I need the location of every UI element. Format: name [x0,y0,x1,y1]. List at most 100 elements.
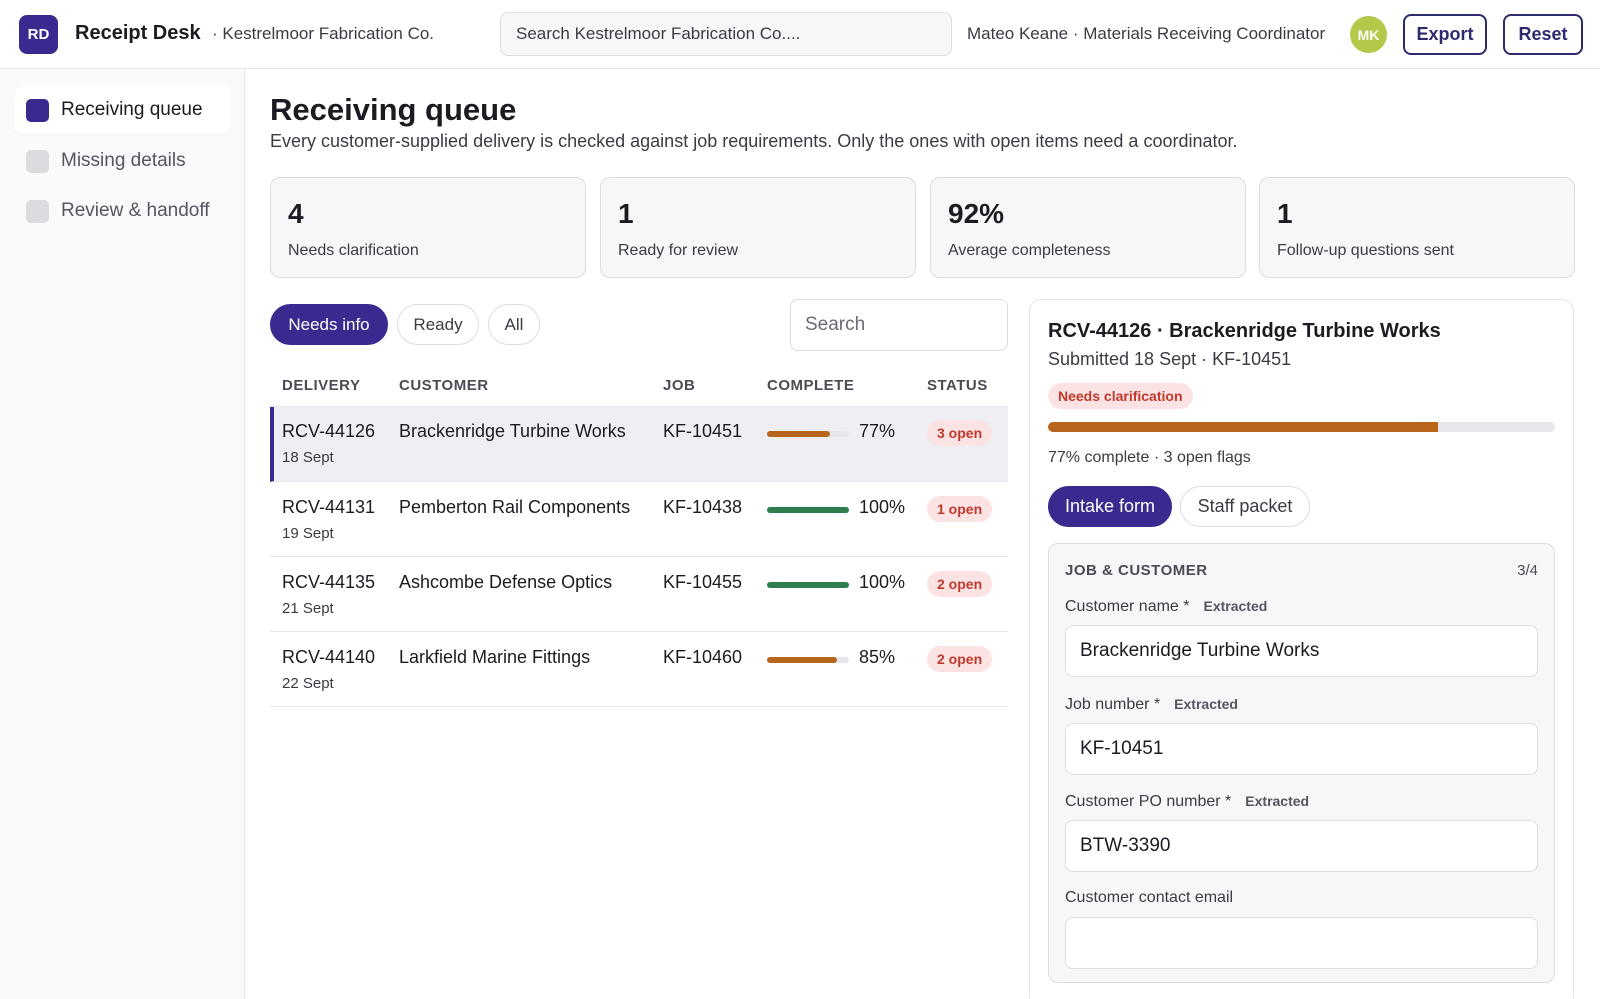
job-number: KF-10455 [663,572,743,592]
stat-label: Ready for review [618,242,739,259]
completeness-bar [767,582,849,588]
completeness-bar [767,657,849,663]
column-header-complete: COMPLETE [767,377,855,394]
completeness-bar-fill [767,507,849,513]
detail-status-badge: Needs clarification [1048,383,1193,409]
table-row[interactable]: RCV-44140 22 Sept Larkfield Marine Fitti… [270,632,1008,707]
stat-ready-for-review: 1 Ready for review [600,177,916,278]
sidebar: Receiving queue Missing details Review &… [0,69,245,999]
field-label-customer-name: Customer name * Extracted [1065,598,1267,616]
field-label-contact-email: Customer contact email [1065,889,1233,907]
sidebar-item-label: Receiving queue [61,99,203,120]
sidebar-item-review-handoff[interactable]: Review & handoff [14,187,231,235]
completeness-bar-fill [767,431,831,437]
detail-progress-bar [1048,422,1555,432]
field-label-text: Customer contact email [1065,889,1234,906]
customer-contact-email-field[interactable] [1065,917,1538,969]
filter-needs-info[interactable]: Needs info [270,304,388,345]
stat-value: 1 [1277,198,1293,229]
avatar[interactable]: MK [1350,16,1387,53]
top-bar: RD Receipt Desk · Kestrelmoor Fabricatio… [0,0,1600,69]
field-label-customer-po: Customer PO number * Extracted [1065,793,1309,811]
column-header-customer: CUSTOMER [399,377,489,394]
delivery-id: RCV-44131 [282,497,376,517]
app-name: Receipt Desk [75,22,201,44]
customer-name-field[interactable] [1065,625,1538,677]
completeness-percent: 85% [859,647,896,667]
job-customer-section: JOB & CUSTOMER 3/4 Customer name * Extrac… [1048,543,1555,983]
filter-all[interactable]: All [488,304,540,345]
stat-value: 4 [288,198,304,229]
field-label-job-number: Job number * Extracted [1065,696,1238,714]
field-label-text: Customer PO number * [1065,793,1232,810]
page-title: Receiving queue [270,92,517,127]
delivery-date: 18 Sept [282,449,334,466]
customer-name: Pemberton Rail Components [399,497,631,517]
stat-label: Average completeness [948,242,1111,259]
table-search-input[interactable] [790,299,1008,351]
completeness-percent: 100% [859,497,906,517]
square-icon [26,149,49,173]
square-icon [26,199,49,223]
delivery-date: 21 Sept [282,600,334,617]
delivery-id: RCV-44140 [282,647,376,667]
status-badge: 1 open [927,496,993,522]
sidebar-item-missing-details[interactable]: Missing details [14,137,231,185]
sidebar-item-receiving-queue[interactable]: Receiving queue [14,86,231,134]
stat-label: Needs clarification [288,242,419,259]
job-number: KF-10460 [663,647,743,667]
delivery-id: RCV-44135 [282,572,376,592]
org-name: · Kestrelmoor Fabrication Co. [212,24,435,43]
extracted-tag: Extracted [1174,696,1238,712]
status-badge: 2 open [927,571,993,597]
detail-progress-meta: 77% complete · 3 open flags [1048,449,1251,466]
completeness-percent: 100% [859,572,906,592]
section-title: JOB & CUSTOMER [1065,562,1208,579]
column-header-delivery: DELIVERY [282,377,361,394]
delivery-date: 22 Sept [282,675,334,692]
customer-po-field[interactable] [1065,820,1538,872]
brand-logo: RD [19,15,58,54]
stat-value: 1 [618,198,634,229]
customer-name: Larkfield Marine Fittings [399,647,591,667]
customer-name: Brackenridge Turbine Works [399,421,626,441]
delivery-date: 19 Sept [282,525,334,542]
header-divider [270,406,1008,407]
status-badge: 3 open [927,420,993,446]
column-header-status: STATUS [927,377,988,394]
tab-intake-form[interactable]: Intake form [1048,486,1172,527]
export-button[interactable]: Export [1403,14,1487,55]
extracted-tag: Extracted [1203,598,1268,614]
detail-panel: RCV-44126 · Brackenridge Turbine Works S… [1029,299,1574,999]
sidebar-item-label: Missing details [61,150,186,171]
stat-average-completeness: 92% Average completeness [930,177,1246,278]
global-search-input[interactable] [500,12,952,56]
field-label-text: Job number * [1065,696,1161,713]
column-header-job: JOB [663,377,696,394]
stat-label: Follow-up questions sent [1277,242,1454,259]
stat-needs-clarification: 4 Needs clarification [270,177,586,278]
table-row[interactable]: RCV-44126 18 Sept Brackenridge Turbine W… [270,407,1008,482]
reset-button[interactable]: Reset [1503,14,1583,55]
field-label-text: Customer name * [1065,598,1190,615]
completeness-percent: 77% [859,421,896,441]
section-count: 3/4 [1517,562,1538,579]
table-row[interactable]: RCV-44135 21 Sept Ashcombe Defense Optic… [270,557,1008,632]
table-row[interactable]: RCV-44131 19 Sept Pemberton Rail Compone… [270,482,1008,557]
stat-value: 92% [948,198,1005,229]
stat-follow-up-sent: 1 Follow-up questions sent [1259,177,1575,278]
filter-ready[interactable]: Ready [397,304,479,345]
user-info: Mateo Keane · Materials Receiving Coordi… [967,24,1326,43]
delivery-id: RCV-44126 [282,421,376,441]
tab-staff-packet[interactable]: Staff packet [1180,486,1310,527]
extracted-tag: Extracted [1245,793,1310,809]
job-number-field[interactable] [1065,723,1538,775]
sidebar-item-label: Review & handoff [61,200,210,221]
job-number: KF-10451 [663,421,743,441]
detail-progress-fill [1048,422,1439,432]
job-number: KF-10438 [663,497,743,517]
page-subtitle: Every customer-supplied delivery is chec… [270,131,1238,151]
detail-title: RCV-44126 · Brackenridge Turbine Works [1048,320,1441,342]
detail-subtitle: Submitted 18 Sept · KF-10451 [1048,349,1292,369]
square-icon [26,98,49,122]
